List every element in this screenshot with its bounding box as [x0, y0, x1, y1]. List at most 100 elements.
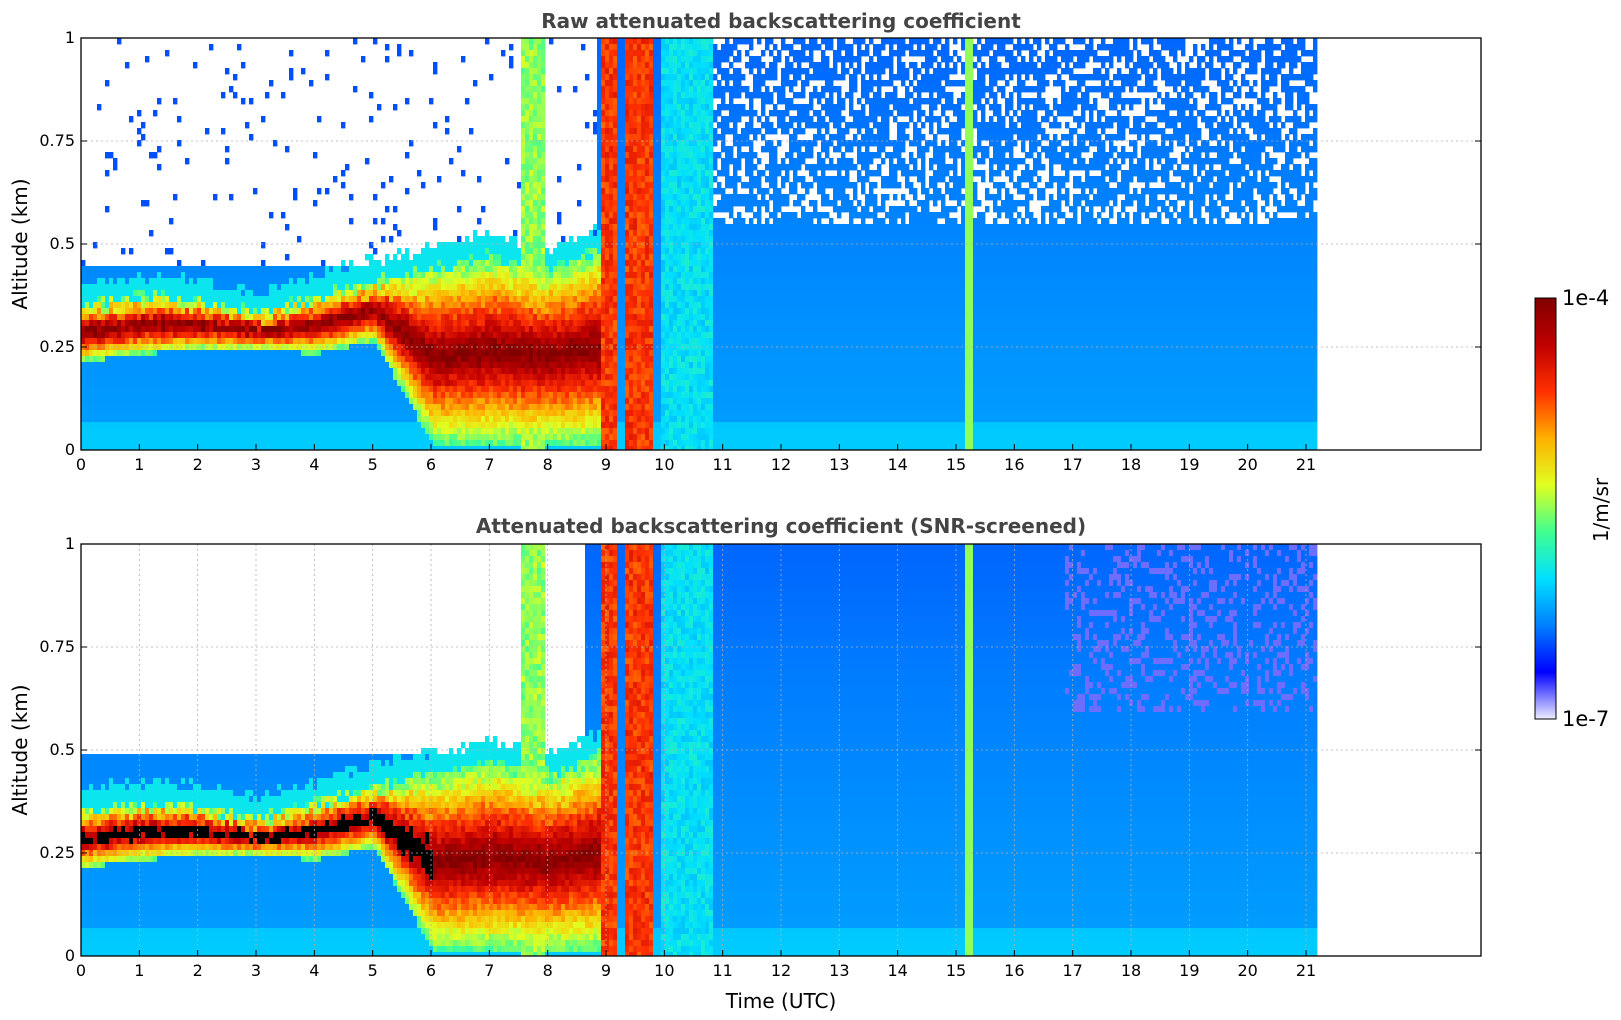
heatmap-cell [421, 254, 426, 261]
heatmap-cell [181, 410, 186, 417]
heatmap-cell [81, 416, 86, 423]
heatmap-cell [289, 350, 294, 357]
heatmap-cell [513, 368, 518, 375]
heatmap-cell [329, 308, 334, 315]
heatmap-cell [593, 410, 598, 417]
heatmap-cell [409, 140, 414, 147]
heatmap-cell [617, 122, 622, 129]
heatmap-cell [505, 158, 510, 165]
heatmap-cell [577, 428, 582, 435]
heatmap-cell [413, 404, 418, 411]
heatmap-cell [337, 326, 342, 333]
heatmap-cell [489, 374, 494, 381]
heatmap-cell [441, 356, 446, 363]
heatmap-cell [461, 170, 466, 177]
heatmap-cell [117, 356, 122, 363]
heatmap-cell [469, 374, 474, 381]
heatmap-cell [573, 314, 578, 321]
heatmap-cell [609, 176, 614, 183]
heatmap-cell [521, 356, 526, 363]
heatmap-cell [613, 56, 618, 63]
heatmap-cell [613, 428, 618, 435]
heatmap-cell [413, 392, 418, 399]
heatmap-cell [597, 236, 602, 243]
heatmap-cell [577, 308, 582, 315]
heatmap-cell [545, 266, 550, 273]
heatmap-cell [577, 350, 582, 357]
heatmap-cell [389, 260, 394, 267]
heatmap-cell [221, 440, 226, 447]
heatmap-cell [493, 272, 498, 279]
heatmap-cell [189, 320, 194, 327]
heatmap-cell [333, 374, 338, 381]
heatmap-cell [593, 254, 598, 261]
heatmap-cell [561, 428, 566, 435]
heatmap-cell [93, 428, 98, 435]
heatmap-cell [533, 116, 538, 123]
heatmap-cell [541, 116, 546, 123]
heatmap-cell [157, 404, 162, 411]
heatmap-cell [309, 386, 314, 393]
heatmap-cell [113, 278, 118, 285]
heatmap-cell [573, 332, 578, 339]
heatmap-cell [433, 260, 438, 267]
heatmap-cell [421, 434, 426, 441]
heatmap-cell [605, 158, 610, 165]
heatmap-cell [525, 380, 530, 387]
heatmap-cell [489, 326, 494, 333]
heatmap-cell [517, 308, 522, 315]
heatmap-cell [205, 278, 210, 285]
heatmap-cell [537, 344, 542, 351]
heatmap-cell [597, 68, 602, 75]
heatmap-cell [593, 404, 598, 411]
heatmap-cell [341, 368, 346, 375]
heatmap-cell [437, 410, 442, 417]
heatmap-cell [273, 278, 278, 285]
heatmap-cell [361, 272, 366, 279]
heatmap-cell [341, 386, 346, 393]
heatmap-cell [521, 212, 526, 219]
heatmap-cell [257, 266, 262, 273]
heatmap-cell [393, 344, 398, 351]
heatmap-cell [89, 338, 94, 345]
heatmap-cell [329, 284, 334, 291]
heatmap-cell [297, 344, 302, 351]
heatmap-cell [525, 356, 530, 363]
heatmap-cell [201, 326, 206, 333]
heatmap-cell [305, 278, 310, 285]
heatmap-cell [233, 362, 238, 369]
heatmap-cell [377, 422, 382, 429]
heatmap-cell [409, 302, 414, 309]
heatmap-cell [405, 434, 410, 441]
heatmap-cell [185, 404, 190, 411]
heatmap-cell [513, 392, 518, 399]
heatmap-cell [385, 44, 390, 51]
heatmap-cell [349, 314, 354, 321]
heatmap-cell [557, 440, 562, 447]
heatmap-cell [165, 404, 170, 411]
heatmap-cell [93, 434, 98, 441]
heatmap-cell [417, 326, 422, 333]
heatmap-cell [237, 380, 242, 387]
heatmap-cell [249, 272, 254, 279]
heatmap-cell [201, 332, 206, 339]
heatmap-cell [125, 284, 130, 291]
heatmap-cell [609, 98, 614, 105]
heatmap-cell [197, 374, 202, 381]
heatmap-cell [433, 344, 438, 351]
heatmap-cell [601, 410, 606, 417]
heatmap-cell [313, 152, 318, 159]
heatmap-cell [173, 98, 178, 105]
heatmap-cell [181, 296, 186, 303]
heatmap-cell [313, 338, 318, 345]
heatmap-cell [313, 362, 318, 369]
heatmap-cell [609, 428, 614, 435]
heatmap-cell [525, 362, 530, 369]
heatmap-cell [173, 410, 178, 417]
heatmap-cell [537, 296, 542, 303]
heatmap-cell [329, 386, 334, 393]
heatmap-cell [485, 308, 490, 315]
heatmap-cell [469, 350, 474, 357]
heatmap-cell [421, 410, 426, 417]
heatmap-cell [441, 404, 446, 411]
